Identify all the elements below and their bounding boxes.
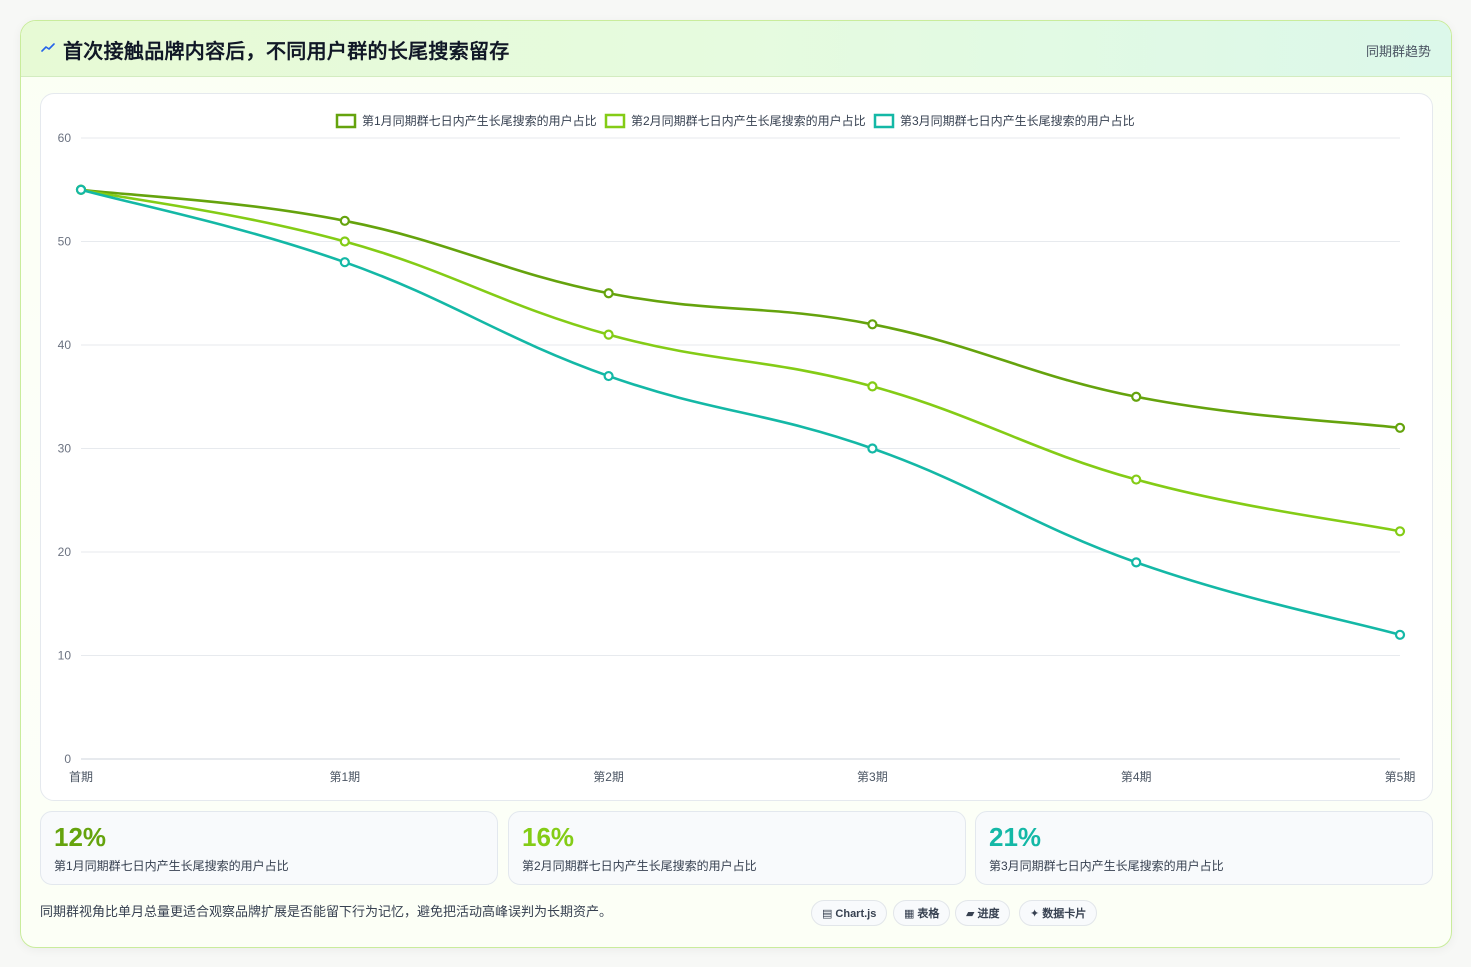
- pill-label: 进度: [977, 908, 1000, 920]
- y-tick-label: 40: [58, 338, 72, 352]
- table-icon: ▦: [904, 908, 915, 920]
- data-point: [75, 184, 87, 195]
- kpi-card-3: 21% 第3月同期群七日内产生长尾搜索的用户占比: [975, 811, 1433, 885]
- kpi-card-1: 12% 第1月同期群七日内产生长尾搜索的用户占比: [40, 811, 498, 885]
- sparkle-icon: ✦: [1030, 908, 1040, 920]
- series-line: [80, 188, 1401, 430]
- legend-swatch: [335, 113, 357, 129]
- kpi-label: 第2月同期群七日内产生长尾搜索的用户占比: [522, 859, 757, 873]
- data-point: [603, 288, 614, 299]
- data-point: [1131, 391, 1142, 402]
- kpi-value: 12%: [54, 822, 107, 852]
- x-tick-label: 第2期: [593, 770, 624, 784]
- x-tick-label: 第1期: [329, 770, 360, 784]
- data-card-pill[interactable]: ✦ 数据卡片: [1019, 900, 1098, 926]
- legend-label: 第3月同期群七日内产生长尾搜索的用户占比: [900, 113, 1135, 128]
- kpi-card-2: 16% 第2月同期群七日内产生长尾搜索的用户占比: [508, 811, 966, 885]
- progress-pill[interactable]: ▰ 进度: [955, 900, 1011, 926]
- x-tick-label: 第4期: [1121, 770, 1152, 784]
- y-tick-label: 20: [58, 545, 72, 559]
- chartjs-pill[interactable]: ▤ Chart.js: [811, 900, 888, 926]
- y-tick-label: 60: [58, 131, 72, 145]
- y-tick-label: 30: [58, 442, 72, 456]
- pill-label: 数据卡片: [1042, 908, 1087, 920]
- data-point: [603, 329, 614, 340]
- data-point: [1394, 629, 1406, 640]
- header-tag: 同期群趋势: [1365, 44, 1431, 59]
- line-chart: 0 10 20 30 40 50 60 首期 第1期 第2期 第3期 第4期 第5期 第1月同期群七日内产…: [58, 113, 1416, 784]
- data-point: [1131, 474, 1142, 485]
- legend-swatch: [604, 113, 626, 129]
- data-point: [1394, 526, 1406, 537]
- x-tick-label: 第5期: [1385, 770, 1416, 784]
- data-point: [1394, 422, 1406, 433]
- pill-label: Chart.js: [835, 908, 877, 920]
- kpi-value: 16%: [522, 822, 575, 852]
- panel-header: 首次接触品牌内容后，不同用户群的长尾搜索留存 同期群趋势: [21, 21, 1451, 77]
- kpi-value: 21%: [989, 822, 1042, 852]
- data-point: [339, 257, 350, 268]
- data-point: [867, 319, 878, 330]
- data-point: [603, 370, 614, 382]
- table-pill[interactable]: ▦ 表格: [893, 900, 951, 926]
- progress-icon: ▰: [966, 908, 975, 920]
- y-tick-label: 50: [58, 235, 72, 249]
- page-title: 首次接触品牌内容后，不同用户群的长尾搜索留存: [63, 41, 510, 63]
- x-tick-label: 第3期: [857, 770, 888, 784]
- kpi-label: 第3月同期群七日内产生长尾搜索的用户占比: [989, 859, 1224, 873]
- legend-label: 第2月同期群七日内产生长尾搜索的用户占比: [631, 113, 866, 128]
- chart-icon: ▤: [822, 908, 833, 920]
- data-point: [339, 236, 350, 247]
- data-point: [1131, 557, 1142, 568]
- y-tick-label: 10: [58, 649, 72, 663]
- pill-label: 表格: [917, 908, 940, 920]
- y-tick-label: 0: [64, 752, 71, 766]
- data-point: [867, 381, 878, 392]
- legend-label: 第1月同期群七日内产生长尾搜索的用户占比: [362, 113, 597, 128]
- data-point: [339, 215, 350, 226]
- trend-icon: [41, 43, 55, 52]
- data-point: [867, 443, 878, 454]
- chart-panel: 首次接触品牌内容后，不同用户群的长尾搜索留存 同期群趋势 0 10 20 30 40 50…: [20, 20, 1452, 948]
- footnote: 同期群视角比单月总量更适合观察品牌扩展是否能留下行为记忆，避免把活动高峰误判为长…: [40, 904, 613, 919]
- chart-card: 0 10 20 30 40 50 60 首期 第1期 第2期 第3期 第4期 第5期 第1月同期群七日内产…: [40, 93, 1433, 801]
- series-line: [80, 188, 1401, 533]
- legend-swatch: [873, 113, 895, 129]
- kpi-label: 第1月同期群七日内产生长尾搜索的用户占比: [54, 859, 289, 873]
- series-line: [80, 188, 1401, 637]
- x-tick-label: 首期: [69, 770, 93, 784]
